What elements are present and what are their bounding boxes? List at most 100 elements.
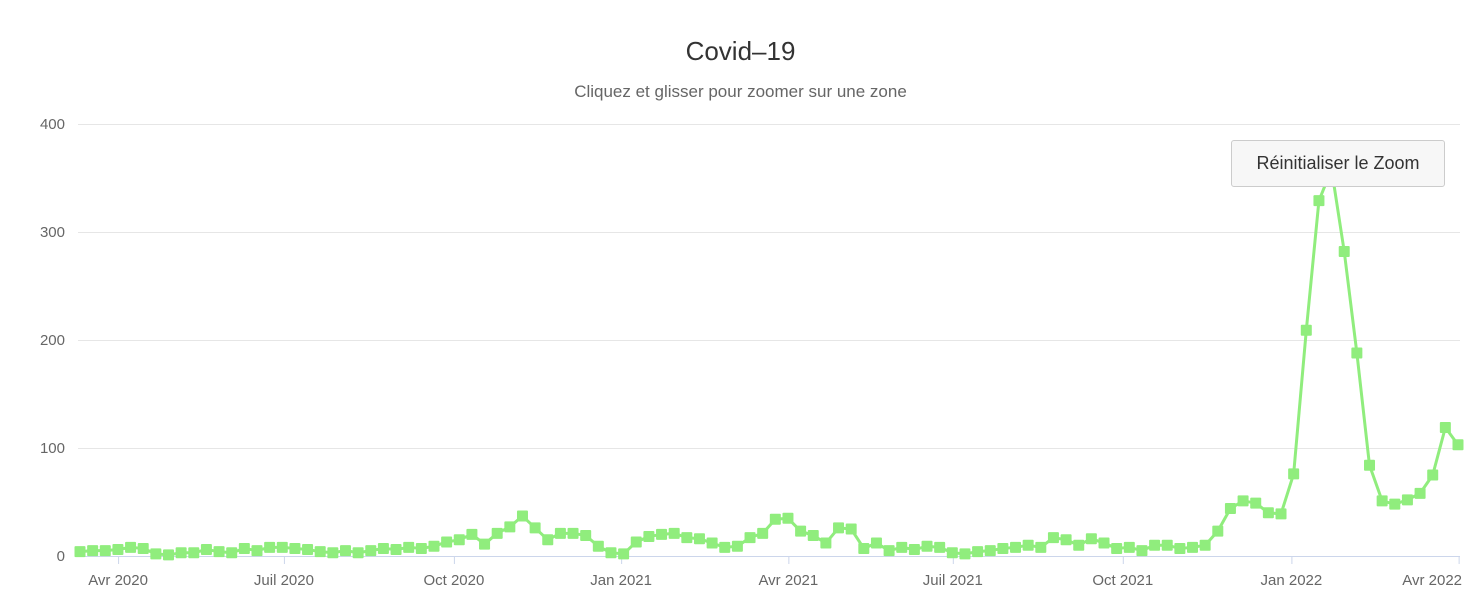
series-marker [504, 521, 516, 533]
series-marker [1237, 495, 1249, 507]
series-marker [693, 533, 705, 545]
series-marker [491, 527, 503, 539]
series-marker [757, 527, 769, 539]
series-marker [213, 546, 225, 558]
series-marker [1174, 542, 1186, 554]
reset-zoom-button[interactable]: Réinitialiser le Zoom [1231, 140, 1445, 187]
series-marker [175, 547, 187, 559]
series-marker [264, 541, 276, 553]
series-marker [1212, 525, 1224, 537]
series-marker [618, 548, 630, 560]
series-marker [99, 545, 111, 557]
x-axis-label: Avr 2020 [88, 572, 148, 589]
series-marker [681, 532, 693, 544]
series-marker [403, 541, 415, 553]
series-marker [1452, 439, 1464, 451]
series-marker [908, 544, 920, 556]
series-marker [656, 528, 668, 540]
series-marker [782, 512, 794, 524]
series-marker [125, 541, 137, 553]
series-marker [1414, 487, 1426, 499]
series-marker [441, 536, 453, 548]
series-marker [1111, 542, 1123, 554]
series-marker [1047, 532, 1059, 544]
series-marker [1250, 497, 1262, 509]
series-marker [896, 541, 908, 553]
series-marker [428, 540, 440, 552]
series-marker [238, 542, 250, 554]
series-marker [1275, 508, 1287, 520]
series-marker [1073, 539, 1085, 551]
chart-title: Covid–19 [685, 36, 796, 66]
series-marker [1262, 507, 1274, 519]
series-marker [1389, 498, 1401, 510]
series-marker [807, 529, 819, 541]
series-marker [719, 541, 731, 553]
series-marker [1010, 541, 1022, 553]
series-marker [643, 531, 655, 543]
series-marker [668, 527, 680, 539]
series-marker [984, 545, 996, 557]
series-marker [327, 547, 339, 559]
series-marker [567, 527, 579, 539]
series-marker [1224, 502, 1236, 514]
series-marker [1161, 539, 1173, 551]
series-marker [87, 545, 99, 557]
series-marker [453, 534, 465, 546]
series-marker [112, 544, 124, 556]
series-marker [706, 537, 718, 549]
series-marker [845, 523, 857, 535]
x-axis-label: Jan 2021 [590, 572, 652, 589]
series-marker [188, 547, 200, 559]
series-marker [1085, 533, 1097, 545]
series-marker [1123, 541, 1135, 553]
series-marker [352, 547, 364, 559]
series-marker [795, 525, 807, 537]
series-marker [1300, 324, 1312, 336]
series-marker [415, 542, 427, 554]
series-marker [1364, 459, 1376, 471]
series-marker [1313, 195, 1325, 207]
series-marker [74, 546, 86, 558]
x-axis-label: Juil 2020 [254, 572, 314, 589]
y-axis-label: 300 [40, 224, 65, 241]
series-marker [858, 542, 870, 554]
series-marker [605, 547, 617, 559]
series-marker [276, 541, 288, 553]
series-marker [1439, 421, 1451, 433]
series-marker [1351, 347, 1363, 359]
series-marker [744, 532, 756, 544]
series-marker [592, 540, 604, 552]
series-marker [580, 529, 592, 541]
series-marker [226, 547, 238, 559]
y-axis-label: 0 [57, 548, 65, 565]
x-axis-label: Jan 2022 [1261, 572, 1323, 589]
series-marker [466, 528, 478, 540]
series-marker [542, 534, 554, 546]
series-marker [870, 537, 882, 549]
series-marker [390, 544, 402, 556]
series-marker [1338, 245, 1350, 257]
series-marker [377, 542, 389, 554]
series-marker [339, 545, 351, 557]
series-marker [162, 549, 174, 561]
series-marker [1401, 494, 1413, 506]
series-marker [1098, 537, 1110, 549]
x-axis-label: Juil 2021 [923, 572, 983, 589]
series-marker [1187, 541, 1199, 553]
y-axis-label: 400 [40, 116, 65, 133]
series-marker [1288, 468, 1300, 480]
series-marker [934, 541, 946, 553]
series-marker [302, 544, 314, 556]
series-marker [289, 542, 301, 554]
y-axis-label: 200 [40, 332, 65, 349]
series-marker [1376, 495, 1388, 507]
x-axis-label: Oct 2020 [423, 572, 484, 589]
series-marker [365, 545, 377, 557]
series-marker [251, 545, 263, 557]
series-marker [529, 522, 541, 534]
series-marker [314, 546, 326, 558]
chart-subtitle: Cliquez et glisser pour zoomer sur une z… [574, 82, 907, 101]
